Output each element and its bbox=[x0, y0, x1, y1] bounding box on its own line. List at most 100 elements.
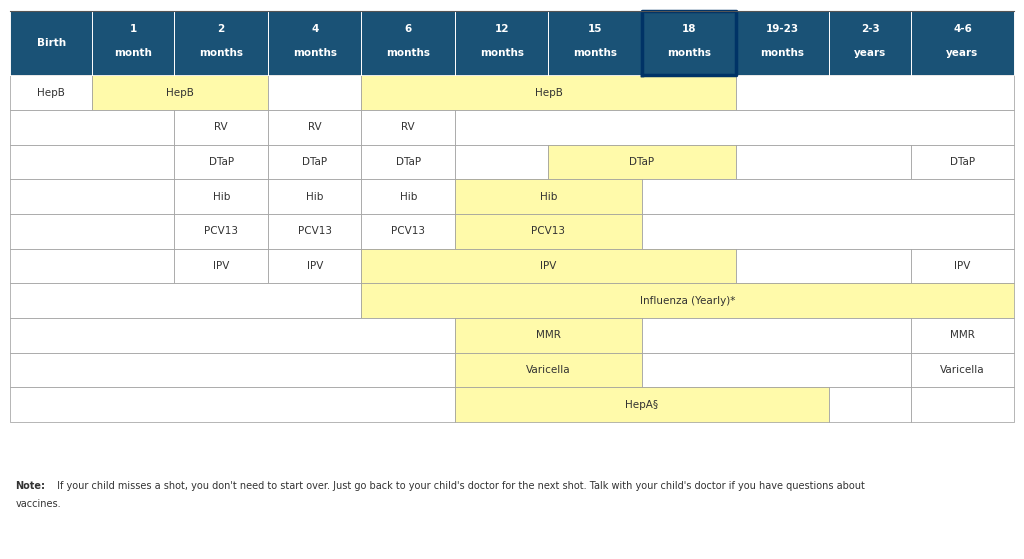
Text: months: months bbox=[760, 48, 804, 58]
Text: IPV: IPV bbox=[541, 261, 557, 271]
FancyBboxPatch shape bbox=[361, 11, 455, 75]
Bar bbox=[10, 75, 92, 110]
Bar bbox=[642, 318, 911, 353]
Bar bbox=[10, 145, 174, 179]
Bar bbox=[174, 179, 268, 214]
Bar bbox=[268, 214, 361, 249]
Bar bbox=[10, 110, 174, 145]
Text: vaccines.: vaccines. bbox=[15, 499, 61, 509]
Text: Hib: Hib bbox=[399, 192, 417, 202]
Text: Hib: Hib bbox=[540, 192, 557, 202]
Text: Influenza (Yearly)*: Influenza (Yearly)* bbox=[640, 296, 735, 306]
Bar bbox=[735, 249, 911, 283]
Bar bbox=[911, 353, 1014, 387]
Text: 2: 2 bbox=[217, 24, 225, 34]
Bar bbox=[642, 179, 1014, 214]
Text: DTaP: DTaP bbox=[950, 157, 975, 167]
Bar bbox=[361, 110, 455, 145]
Bar bbox=[10, 214, 174, 249]
Text: Note:: Note: bbox=[15, 481, 45, 491]
Text: 12: 12 bbox=[495, 24, 509, 34]
Bar bbox=[549, 145, 735, 179]
FancyBboxPatch shape bbox=[10, 11, 92, 75]
Bar bbox=[455, 110, 1014, 145]
Bar bbox=[911, 145, 1014, 179]
Text: If your child misses a shot, you don't need to start over. Just go back to your : If your child misses a shot, you don't n… bbox=[54, 481, 865, 491]
Text: PCV13: PCV13 bbox=[531, 226, 565, 236]
Text: months: months bbox=[200, 48, 244, 58]
Bar bbox=[455, 179, 642, 214]
Text: months: months bbox=[293, 48, 337, 58]
FancyBboxPatch shape bbox=[549, 11, 642, 75]
FancyBboxPatch shape bbox=[642, 11, 735, 75]
Text: DTaP: DTaP bbox=[302, 157, 328, 167]
FancyBboxPatch shape bbox=[455, 11, 549, 75]
FancyBboxPatch shape bbox=[829, 11, 911, 75]
Text: years: years bbox=[946, 48, 979, 58]
Text: IPV: IPV bbox=[213, 261, 229, 271]
Text: Hib: Hib bbox=[213, 192, 230, 202]
Bar bbox=[361, 214, 455, 249]
Bar bbox=[829, 387, 911, 422]
Text: MMR: MMR bbox=[536, 330, 561, 340]
Bar bbox=[10, 179, 174, 214]
Text: Birth: Birth bbox=[37, 39, 66, 48]
Bar bbox=[268, 249, 361, 283]
Text: RV: RV bbox=[401, 122, 415, 132]
Bar bbox=[455, 145, 549, 179]
Bar bbox=[455, 387, 829, 422]
Bar bbox=[268, 179, 361, 214]
FancyBboxPatch shape bbox=[735, 11, 829, 75]
Text: 6: 6 bbox=[404, 24, 412, 34]
Text: HepB: HepB bbox=[37, 88, 66, 98]
Bar bbox=[174, 214, 268, 249]
Bar bbox=[174, 110, 268, 145]
Bar bbox=[911, 249, 1014, 283]
Text: 4-6: 4-6 bbox=[953, 24, 972, 34]
Bar bbox=[10, 249, 174, 283]
Text: 18: 18 bbox=[682, 24, 696, 34]
Bar bbox=[268, 75, 361, 110]
Bar bbox=[911, 387, 1014, 422]
Text: RV: RV bbox=[308, 122, 322, 132]
Text: HepA§: HepA§ bbox=[626, 400, 658, 410]
Text: IPV: IPV bbox=[954, 261, 971, 271]
FancyBboxPatch shape bbox=[174, 11, 268, 75]
Text: months: months bbox=[386, 48, 430, 58]
Text: 2-3: 2-3 bbox=[861, 24, 880, 34]
Text: PCV13: PCV13 bbox=[204, 226, 239, 236]
Text: IPV: IPV bbox=[306, 261, 323, 271]
Bar bbox=[174, 145, 268, 179]
Bar bbox=[735, 75, 1014, 110]
Bar bbox=[10, 353, 455, 387]
Bar bbox=[361, 145, 455, 179]
Text: 19-23: 19-23 bbox=[766, 24, 799, 34]
Text: MMR: MMR bbox=[950, 330, 975, 340]
Bar bbox=[92, 75, 268, 110]
Text: DTaP: DTaP bbox=[209, 157, 233, 167]
Text: Varicella: Varicella bbox=[526, 365, 570, 375]
Bar bbox=[174, 249, 268, 283]
Bar bbox=[10, 387, 455, 422]
Bar bbox=[361, 283, 1014, 318]
FancyBboxPatch shape bbox=[268, 11, 361, 75]
Bar bbox=[642, 214, 1014, 249]
Text: 4: 4 bbox=[311, 24, 318, 34]
Bar bbox=[735, 145, 911, 179]
Bar bbox=[10, 318, 455, 353]
Text: 15: 15 bbox=[588, 24, 602, 34]
Text: DTaP: DTaP bbox=[630, 157, 654, 167]
Text: DTaP: DTaP bbox=[395, 157, 421, 167]
FancyBboxPatch shape bbox=[911, 11, 1014, 75]
Bar bbox=[455, 353, 642, 387]
Bar bbox=[642, 353, 911, 387]
Text: months: months bbox=[573, 48, 617, 58]
Bar bbox=[268, 145, 361, 179]
Bar bbox=[455, 318, 642, 353]
Text: PCV13: PCV13 bbox=[391, 226, 425, 236]
Bar bbox=[268, 110, 361, 145]
Bar bbox=[455, 214, 642, 249]
Text: HepB: HepB bbox=[535, 88, 562, 98]
FancyBboxPatch shape bbox=[92, 11, 174, 75]
Bar bbox=[10, 283, 361, 318]
